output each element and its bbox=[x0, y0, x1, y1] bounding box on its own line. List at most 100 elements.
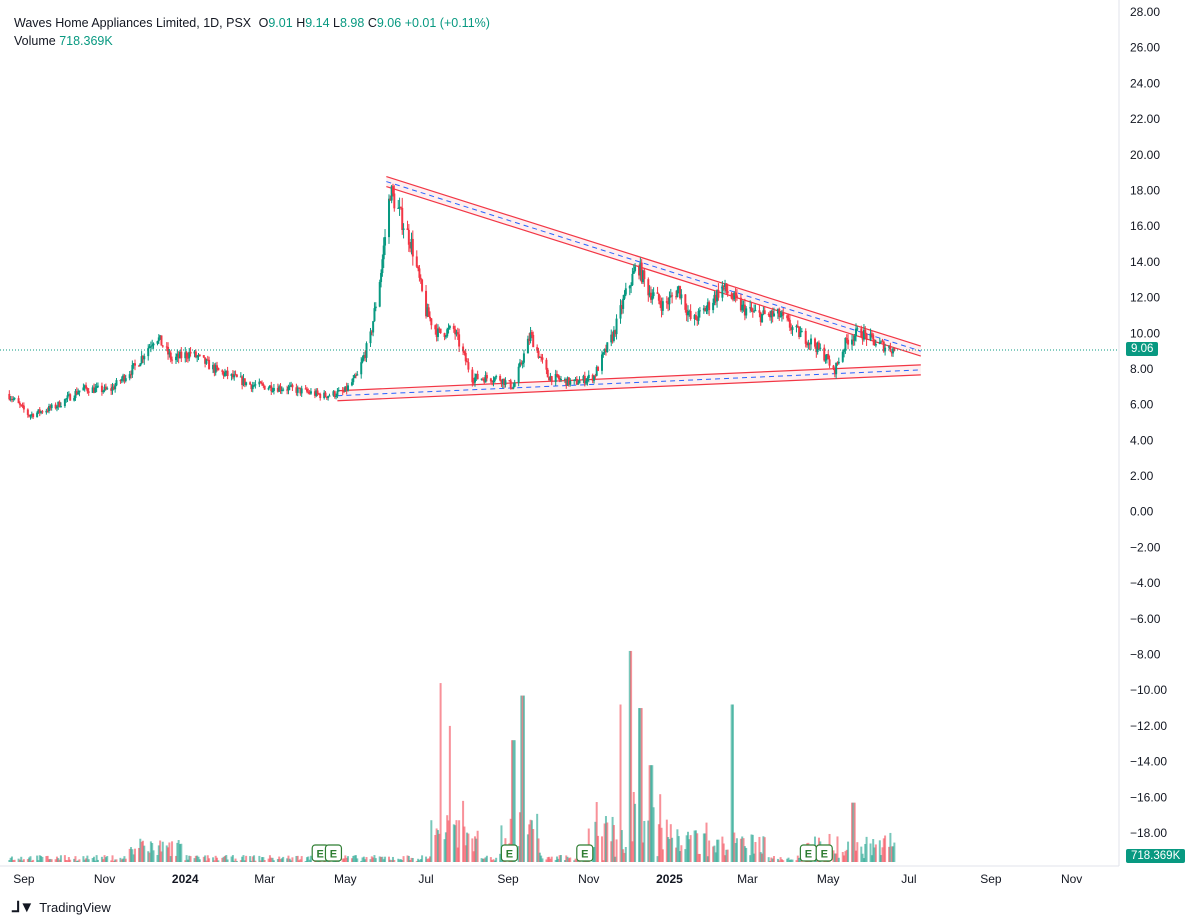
volume-bar bbox=[769, 860, 772, 862]
candle-body bbox=[462, 346, 465, 352]
earnings-marker[interactable]: E bbox=[500, 844, 518, 862]
candle-body bbox=[353, 375, 356, 379]
candle-body bbox=[529, 332, 532, 341]
volume-bar bbox=[139, 838, 142, 862]
volume-bar bbox=[197, 856, 200, 862]
volume-bar bbox=[13, 859, 16, 862]
candle-body bbox=[415, 256, 418, 267]
candle-body bbox=[504, 380, 507, 385]
volume-bar bbox=[466, 832, 469, 862]
candle-body bbox=[222, 371, 225, 376]
tradingview-logo[interactable]: ⅃▼ TradingView bbox=[12, 898, 111, 916]
volume-bar bbox=[455, 820, 458, 862]
candle-body bbox=[242, 378, 245, 386]
candle-body bbox=[501, 378, 504, 385]
candle-body bbox=[698, 310, 701, 312]
candle-body bbox=[417, 266, 420, 269]
volume-bar bbox=[485, 855, 488, 862]
candle-body bbox=[841, 351, 844, 362]
price-axis[interactable]: 28.00 26.00 24.00 22.00 20.00 18.00 16.00 14.00… bbox=[1130, 5, 1167, 840]
candle-body bbox=[733, 292, 736, 300]
volume-bar bbox=[554, 859, 557, 862]
symbol-title: Waves Home Appliances Limited, 1D, PSX bbox=[14, 16, 252, 30]
candle-body bbox=[216, 365, 219, 369]
volume-bar bbox=[603, 823, 606, 862]
candle-body bbox=[430, 318, 433, 326]
candle-body bbox=[223, 372, 226, 376]
volume-bar bbox=[847, 841, 850, 862]
volume-bar bbox=[657, 824, 660, 862]
earnings-marker[interactable]: E bbox=[799, 844, 817, 862]
volume-bar bbox=[343, 858, 346, 862]
volume-bar bbox=[426, 858, 429, 862]
volume-bar bbox=[712, 846, 715, 862]
volume-bar bbox=[730, 704, 733, 862]
volume-bar bbox=[22, 859, 25, 862]
volume-bar bbox=[779, 857, 782, 862]
volume-bar bbox=[480, 858, 483, 862]
volume-bar bbox=[742, 838, 745, 862]
close-value: 9.06 bbox=[376, 16, 402, 30]
volume-bar bbox=[48, 859, 51, 862]
volume-bar bbox=[165, 845, 168, 862]
candle-body bbox=[8, 393, 11, 400]
volume-bar bbox=[103, 855, 106, 862]
candle-body bbox=[382, 245, 385, 260]
price-tick-label: −12.00 bbox=[1130, 719, 1167, 733]
volume-bar bbox=[393, 859, 396, 862]
candle-body bbox=[860, 328, 863, 338]
volume-bar bbox=[369, 859, 372, 862]
volume-bar bbox=[353, 855, 356, 862]
candle-body bbox=[38, 409, 41, 413]
volume-bar bbox=[763, 837, 766, 862]
volume-bar bbox=[622, 849, 625, 862]
candle-body bbox=[307, 391, 310, 393]
candle-body bbox=[749, 307, 752, 309]
earnings-marker[interactable]: E bbox=[815, 844, 833, 862]
volume-bar bbox=[299, 859, 302, 862]
volume-bar bbox=[259, 860, 262, 862]
candle-body bbox=[188, 351, 191, 359]
candle-body bbox=[862, 329, 865, 340]
trend-midline bbox=[386, 181, 921, 352]
earnings-marker[interactable]: E bbox=[576, 844, 594, 862]
candle-body bbox=[206, 359, 209, 361]
volume-bar bbox=[75, 860, 78, 862]
candle-body bbox=[790, 327, 793, 331]
earnings-marker[interactable]: E bbox=[324, 844, 343, 862]
volume-bar bbox=[688, 839, 691, 862]
candle-body bbox=[282, 389, 285, 391]
candle-body bbox=[668, 296, 671, 305]
candle-body bbox=[513, 382, 516, 387]
volume-bar bbox=[290, 860, 293, 862]
volume-bar bbox=[741, 836, 744, 862]
volume-bar bbox=[833, 853, 836, 862]
candle-body bbox=[694, 315, 697, 320]
candle-body bbox=[471, 369, 474, 383]
candle-body bbox=[549, 376, 552, 381]
candle-body bbox=[337, 390, 340, 392]
volume-bar bbox=[565, 855, 568, 862]
candle-body bbox=[890, 351, 893, 354]
candle-body bbox=[816, 342, 819, 353]
volume-bar bbox=[750, 834, 753, 862]
time-axis[interactable]: Sep Nov 2024 Mar May Jul Sep Nov 2025 Mar May Jul Se… bbox=[13, 872, 1082, 886]
candle-body bbox=[888, 346, 891, 348]
volume-bar bbox=[536, 813, 539, 862]
candle-body bbox=[374, 306, 377, 309]
price-tick-label: 14.00 bbox=[1130, 255, 1160, 269]
earnings-marker[interactable]: E bbox=[311, 844, 329, 862]
volume-bar bbox=[545, 859, 548, 862]
candle-body bbox=[815, 346, 818, 353]
candle-body bbox=[147, 348, 150, 357]
volume-bar bbox=[708, 840, 711, 862]
volume-bar bbox=[473, 836, 476, 862]
volume-bar bbox=[668, 839, 671, 862]
candle-body bbox=[493, 377, 496, 381]
volume-bar bbox=[754, 841, 757, 862]
candle-body bbox=[157, 337, 160, 342]
time-tick-label: Nov bbox=[578, 872, 599, 886]
candle-body bbox=[401, 207, 404, 230]
